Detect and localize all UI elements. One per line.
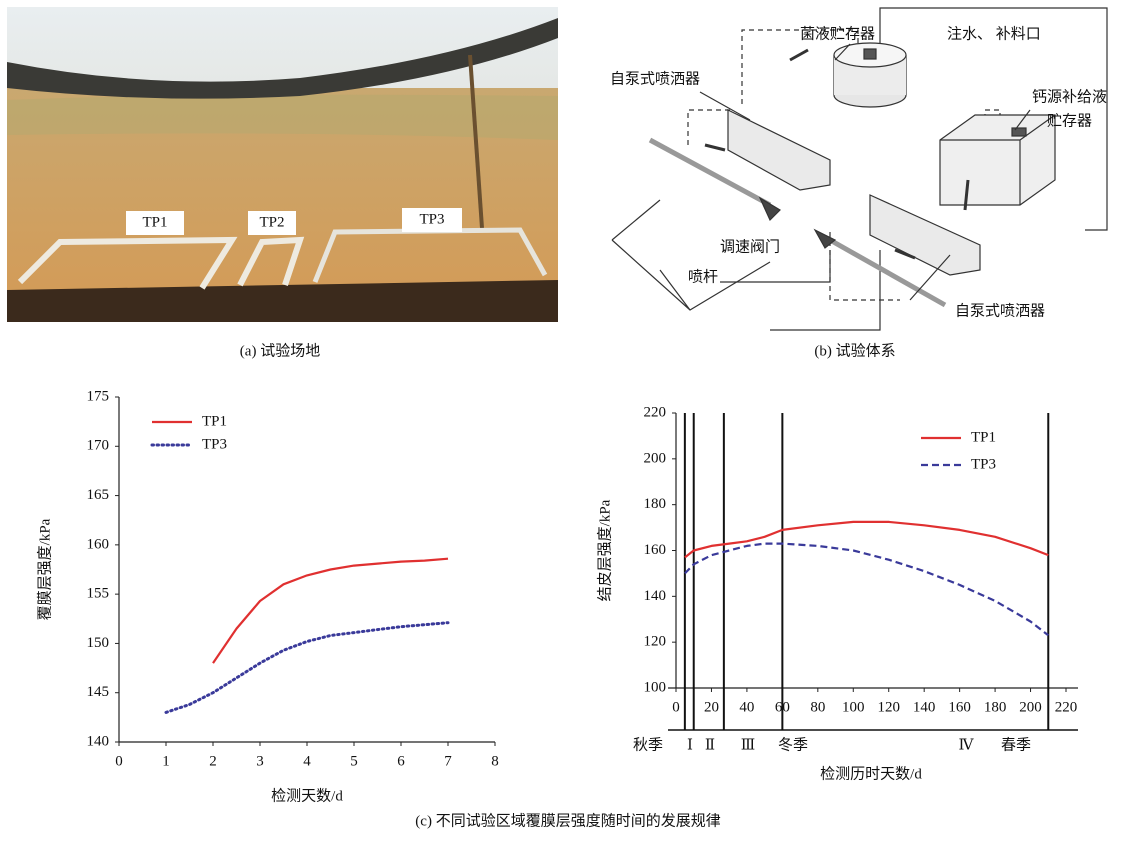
x-tick-label: 160: [948, 699, 971, 715]
plot-label: TP2: [259, 214, 284, 230]
caption: (b) 试验体系: [814, 342, 895, 359]
x-tick-label: 220: [1055, 699, 1078, 715]
y-axis-label: 覆膜层强度/kPa: [36, 518, 53, 620]
legend-label: TP1: [971, 429, 996, 445]
x-tick-label: 0: [115, 753, 123, 769]
period-label: Ⅰ: [687, 737, 693, 753]
system-diagram: [612, 8, 1107, 330]
figure: TP1 TP2 TP3 (a) 试验场地 菌液贮存器 注水、 补料口 自泵式喷洒…: [0, 0, 1136, 837]
diagram-label: 自泵式喷洒器: [955, 302, 1045, 319]
x-tick-label: 4: [303, 753, 311, 769]
y-axis-label: 结皮层强度/kPa: [596, 499, 613, 601]
period-label: 春季: [1001, 736, 1031, 753]
y-tick-label: 160: [87, 536, 110, 552]
y-tick-label: 140: [87, 733, 110, 749]
x-tick-label: 8: [491, 753, 499, 769]
plot-label: TP3: [419, 211, 444, 227]
series-line: [166, 623, 448, 713]
y-tick-label: 165: [87, 487, 110, 503]
y-tick-label: 200: [644, 450, 667, 466]
y-tick-label: 145: [87, 684, 110, 700]
site-photo: [7, 7, 558, 322]
x-tick-label: 80: [810, 699, 825, 715]
series-line: [213, 559, 448, 663]
y-tick-label: 100: [644, 679, 667, 695]
y-tick-label: 170: [87, 438, 110, 454]
y-tick-label: 160: [644, 542, 667, 558]
x-tick-label: 180: [984, 699, 1007, 715]
x-tick-label: 40: [739, 699, 754, 715]
x-tick-label: 20: [704, 699, 719, 715]
x-tick-label: 3: [256, 753, 264, 769]
x-tick-label: 2: [209, 753, 217, 769]
diagram-label: 喷杆: [688, 268, 718, 285]
caption: (c) 不同试验区域覆膜层强度随时间的发展规律: [415, 812, 720, 829]
caption: (a) 试验场地: [240, 342, 320, 359]
series-line: [685, 522, 1048, 558]
x-tick-label: 7: [444, 753, 452, 769]
y-tick-label: 220: [644, 404, 667, 420]
x-tick-label: 5: [350, 753, 358, 769]
y-tick-label: 155: [87, 586, 110, 602]
diagram-label: 钙源补给液: [1032, 88, 1107, 105]
y-tick-label: 140: [644, 588, 667, 604]
diagram-label: 调速阀门: [720, 238, 780, 255]
x-tick-label: 0: [672, 699, 680, 715]
period-label: Ⅲ: [741, 737, 755, 753]
x-tick-label: 100: [842, 699, 865, 715]
legend-label: TP3: [202, 436, 227, 452]
period-label: 秋季: [633, 736, 663, 753]
period-label: 冬季: [778, 736, 808, 753]
period-label: Ⅳ: [959, 737, 975, 753]
x-tick-label: 120: [877, 699, 900, 715]
x-tick-label: 6: [397, 753, 405, 769]
legend-label: TP3: [971, 456, 996, 472]
x-tick-label: 200: [1019, 699, 1042, 715]
period-label: Ⅱ: [705, 737, 715, 753]
diagram-label: 贮存器: [1047, 112, 1092, 129]
plot-label: TP1: [142, 214, 167, 230]
y-tick-label: 150: [87, 635, 110, 651]
diagram-label: 注水、 补料口: [947, 25, 1041, 42]
y-tick-label: 175: [87, 388, 110, 404]
x-tick-label: 140: [913, 699, 936, 715]
x-axis-label: 检测历时天数/d: [820, 765, 922, 782]
legend-label: TP1: [202, 413, 227, 429]
y-tick-label: 180: [644, 496, 667, 512]
diagram-label: 自泵式喷洒器: [610, 70, 700, 87]
y-tick-label: 120: [644, 634, 667, 650]
series-line: [685, 544, 1048, 636]
x-axis-label: 检测天数/d: [271, 787, 343, 804]
diagram-label: 菌液贮存器: [800, 25, 875, 42]
x-tick-label: 1: [162, 753, 170, 769]
